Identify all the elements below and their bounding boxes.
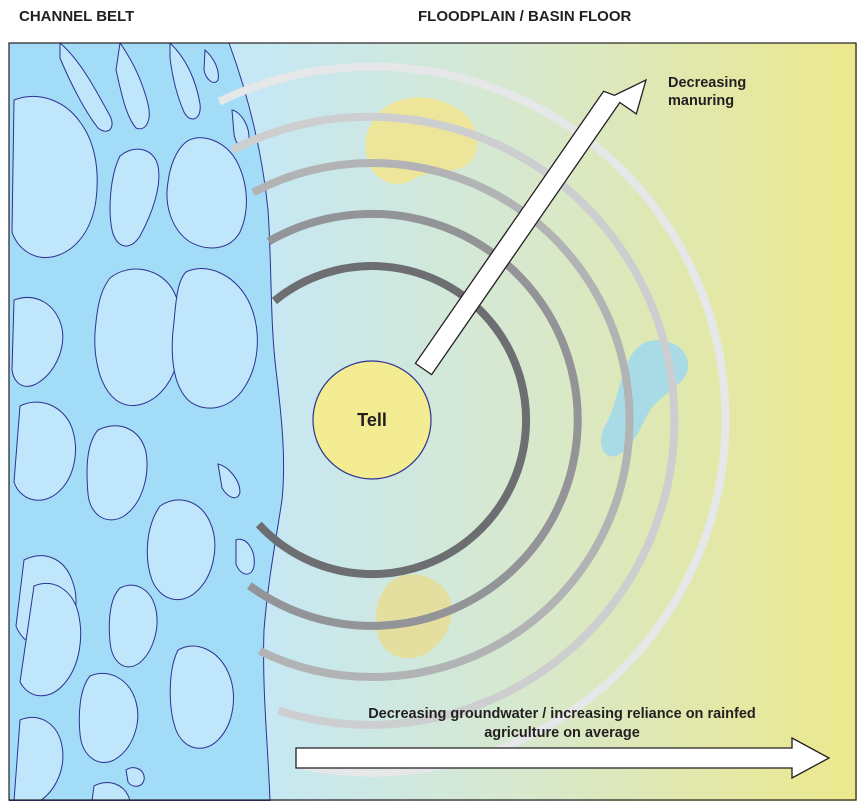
manuring-label-line2: manuring (668, 93, 734, 109)
tell-label: Tell (357, 410, 387, 430)
ring-1 (255, 262, 531, 579)
manuring-rings (217, 62, 730, 777)
channel-islands (11, 43, 258, 801)
manuring-arrow-shape (414, 78, 648, 376)
floodplain-patch-yellow-bottom (375, 574, 452, 659)
ring-3 (251, 159, 634, 682)
ring-4 (230, 112, 679, 729)
groundwater-label-line2: agriculture on average (484, 725, 640, 741)
manuring-label-line1: Decreasing (668, 75, 746, 91)
ring-5 (217, 62, 730, 777)
floodplain-heading: FLOODPLAIN / BASIN FLOOR (418, 8, 632, 25)
tell-mound (312, 360, 432, 480)
groundwater-label-line1: Decreasing groundwater / increasing reli… (368, 706, 756, 722)
ring-2 (247, 209, 582, 630)
channel-belt-heading: CHANNEL BELT (19, 8, 135, 25)
groundwater-arrow (295, 736, 831, 780)
diagram-frame (8, 42, 857, 801)
